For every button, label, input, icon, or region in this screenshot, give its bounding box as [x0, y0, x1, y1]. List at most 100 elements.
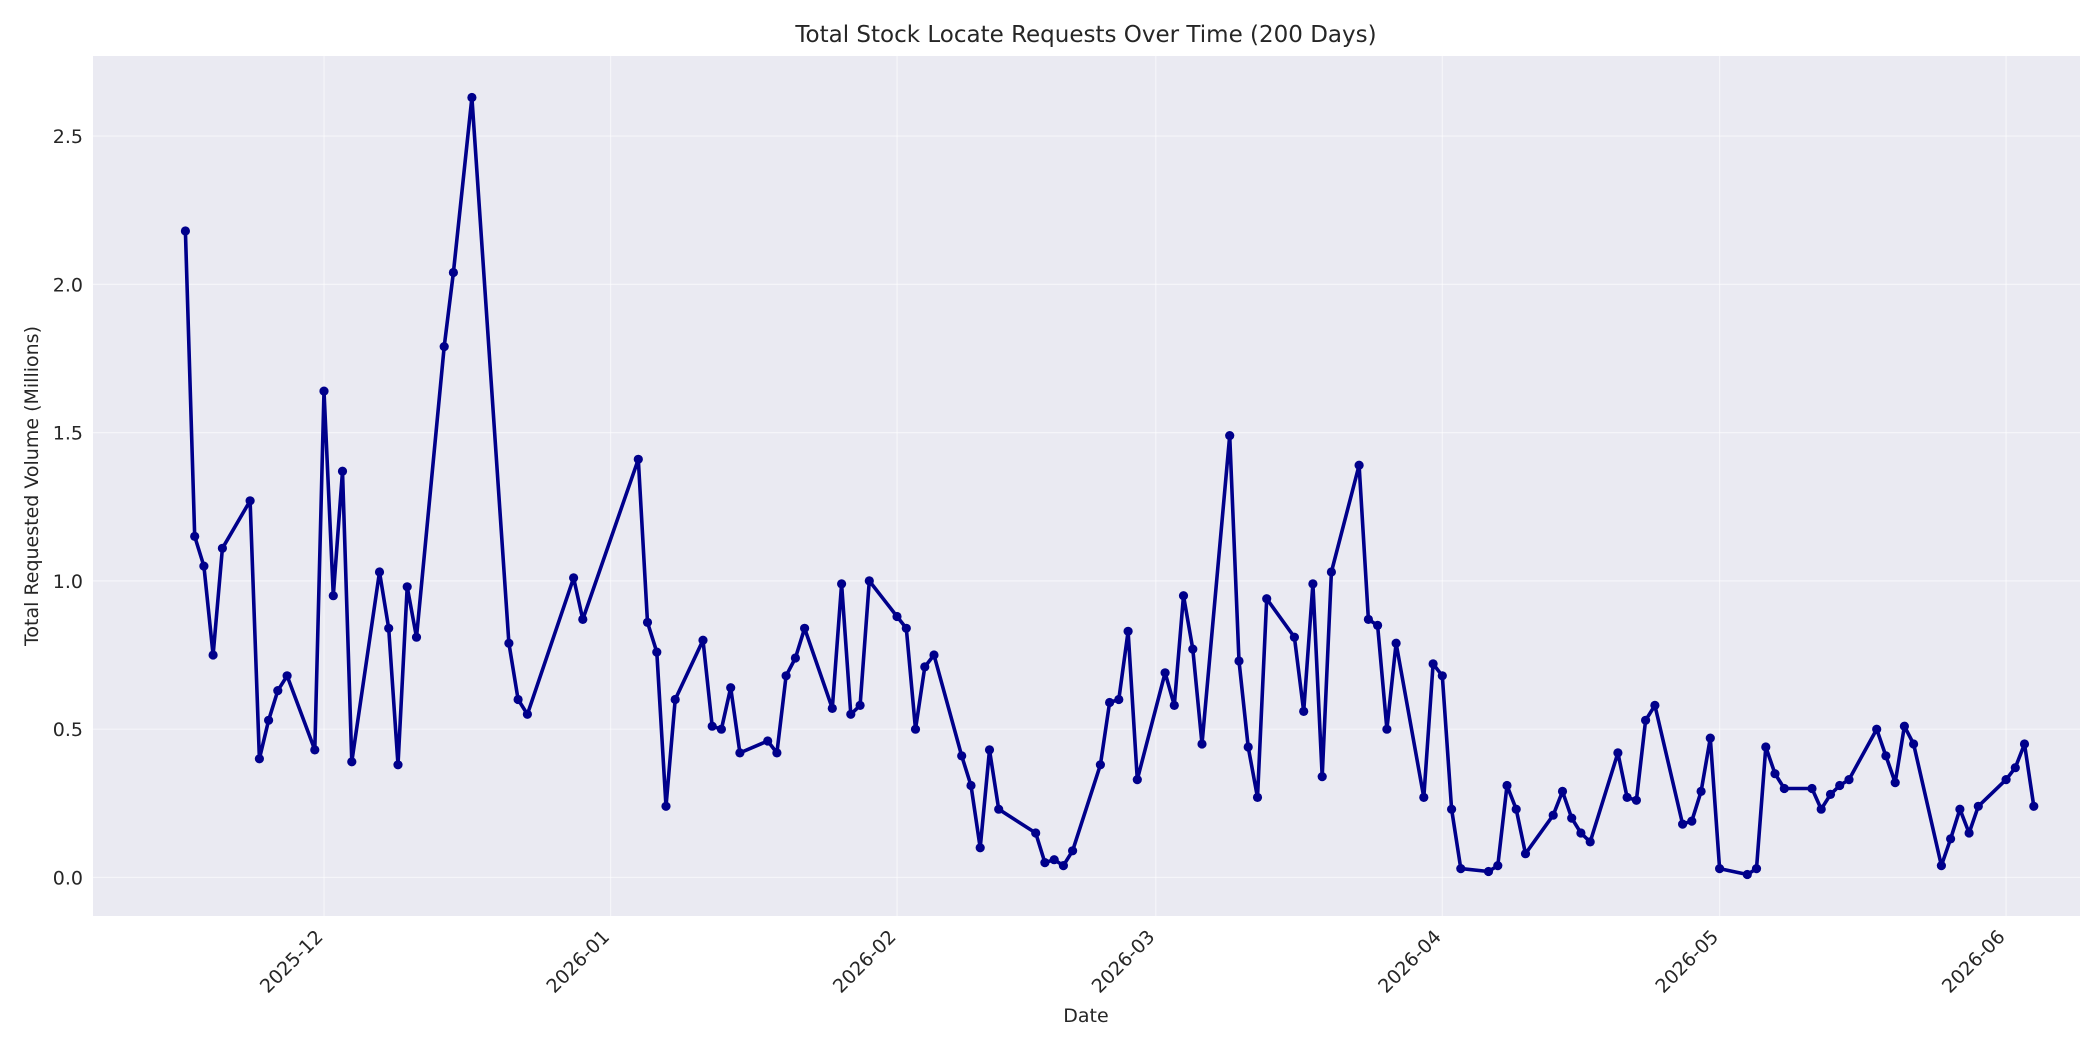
data-point	[180, 226, 190, 236]
data-point	[1317, 772, 1327, 782]
data-point	[504, 638, 514, 648]
data-point	[1955, 804, 1965, 814]
data-point	[975, 843, 985, 853]
x-axis: 2025-12 2026-01 2026-02 2026-03 2026-04 2026-…	[256, 926, 2010, 998]
data-point	[1650, 700, 1660, 711]
data-point	[1705, 733, 1715, 743]
data-point	[1715, 864, 1725, 874]
data-point	[2001, 775, 2011, 785]
data-point	[1308, 579, 1318, 589]
plot-area	[93, 56, 2080, 916]
x-tick-label: 2026-01	[542, 926, 614, 998]
data-point	[522, 709, 533, 719]
data-point	[1936, 861, 1946, 871]
data-point	[1567, 813, 1577, 823]
data-point	[402, 582, 412, 592]
data-point	[1243, 742, 1253, 752]
data-point	[1354, 460, 1364, 470]
data-point	[1031, 828, 1041, 838]
data-point	[1511, 804, 1521, 814]
data-point	[1437, 671, 1447, 681]
data-point	[1225, 431, 1235, 441]
y-tick-label: 2.0	[53, 274, 83, 296]
data-point	[1881, 751, 1891, 761]
data-point	[578, 614, 588, 625]
y-tick-label: 2.5	[53, 126, 83, 148]
data-point	[726, 683, 736, 693]
data-point	[2010, 763, 2020, 773]
data-point	[716, 724, 727, 734]
data-point	[264, 715, 274, 725]
data-point	[513, 694, 523, 705]
data-point	[254, 754, 264, 764]
data-point	[827, 703, 837, 714]
data-point	[1946, 834, 1956, 844]
data-point	[781, 671, 791, 681]
data-point	[337, 466, 348, 476]
data-point	[1631, 795, 1641, 805]
data-point	[929, 650, 939, 660]
y-tick-label: 1.0	[53, 571, 83, 593]
data-point	[1197, 739, 1207, 749]
data-point	[864, 576, 874, 586]
data-point	[347, 757, 357, 767]
data-point	[1557, 786, 1568, 797]
data-point	[1326, 567, 1336, 577]
y-tick-label: 0.5	[53, 719, 83, 741]
data-point	[1040, 858, 1050, 868]
data-point	[1456, 864, 1466, 874]
data-point	[670, 694, 680, 705]
data-point	[892, 611, 902, 622]
data-point	[1160, 668, 1170, 678]
y-axis: 0.0 0.5 1.0 1.5 2.0 2.5	[53, 126, 83, 889]
data-point	[837, 579, 847, 589]
data-point	[846, 709, 856, 719]
data-point	[1872, 724, 1882, 734]
data-point	[1825, 789, 1836, 800]
data-point	[1289, 632, 1299, 642]
grid	[93, 56, 2080, 916]
data-point	[633, 454, 643, 464]
data-point	[1678, 819, 1688, 829]
data-point	[1391, 638, 1401, 648]
data-point	[273, 686, 283, 696]
data-point	[439, 342, 449, 352]
data-point	[1520, 849, 1531, 859]
data-point	[1909, 739, 1919, 749]
data-point	[1382, 724, 1392, 734]
data-point	[1483, 866, 1494, 877]
data-point	[448, 267, 458, 278]
data-point	[2019, 739, 2030, 749]
data-point	[735, 748, 745, 758]
y-tick-label: 1.5	[53, 423, 83, 445]
data-point	[1696, 786, 1706, 797]
data-point	[1761, 742, 1771, 752]
data-point	[920, 662, 930, 672]
data-point	[707, 721, 717, 731]
data-point	[393, 760, 403, 770]
chart-title: Total Stock Locate Requests Over Time (2…	[794, 22, 1376, 48]
data-point	[2029, 801, 2039, 811]
data-point	[1428, 659, 1438, 669]
series-layer	[180, 92, 2039, 880]
data-point	[1252, 792, 1263, 803]
data-point	[1964, 828, 1974, 838]
data-point	[569, 573, 579, 583]
data-point	[1493, 861, 1503, 871]
data-point	[190, 531, 200, 542]
data-point	[1835, 780, 1845, 791]
data-point	[374, 567, 385, 577]
data-point	[328, 591, 338, 601]
data-point	[1123, 626, 1133, 636]
data-point	[1890, 778, 1900, 788]
data-point	[1899, 721, 1909, 731]
data-point	[1049, 855, 1059, 865]
data-point	[1807, 783, 1817, 794]
data-point	[1105, 697, 1115, 708]
data-point	[1742, 869, 1752, 880]
data-point	[1447, 804, 1457, 814]
data-point	[1779, 783, 1789, 794]
data-point	[1548, 810, 1558, 820]
data-point	[698, 635, 708, 645]
